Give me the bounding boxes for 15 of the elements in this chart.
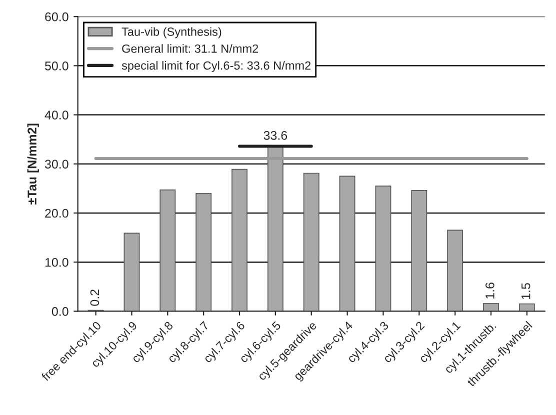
- y-tick-label: 40.0: [44, 110, 68, 120]
- y-tick-label: 10.0: [45, 258, 68, 267]
- y-axis-title: ±Tau [N/mm2]: [27, 124, 39, 204]
- y-tick-label: 20.0: [45, 208, 68, 218]
- legend-label: special limit for Cyl.6-5: 33.6 N/mm2: [122, 61, 311, 72]
- y-tick-label: 30.0: [44, 160, 68, 169]
- data-label: 33.6: [264, 130, 288, 140]
- y-tick-label: 60.0: [45, 12, 68, 22]
- legend-label: General limit: 31.1 N/mm2: [122, 44, 258, 53]
- data-label: 1.6: [485, 282, 494, 299]
- y-tick-label: 0.0: [52, 307, 68, 316]
- data-label: 1.5: [522, 283, 530, 299]
- legend-label: Tau-vib (Synthesis): [122, 27, 222, 38]
- data-label: 0.2: [90, 290, 100, 306]
- y-tick-label: 50.0: [44, 62, 68, 70]
